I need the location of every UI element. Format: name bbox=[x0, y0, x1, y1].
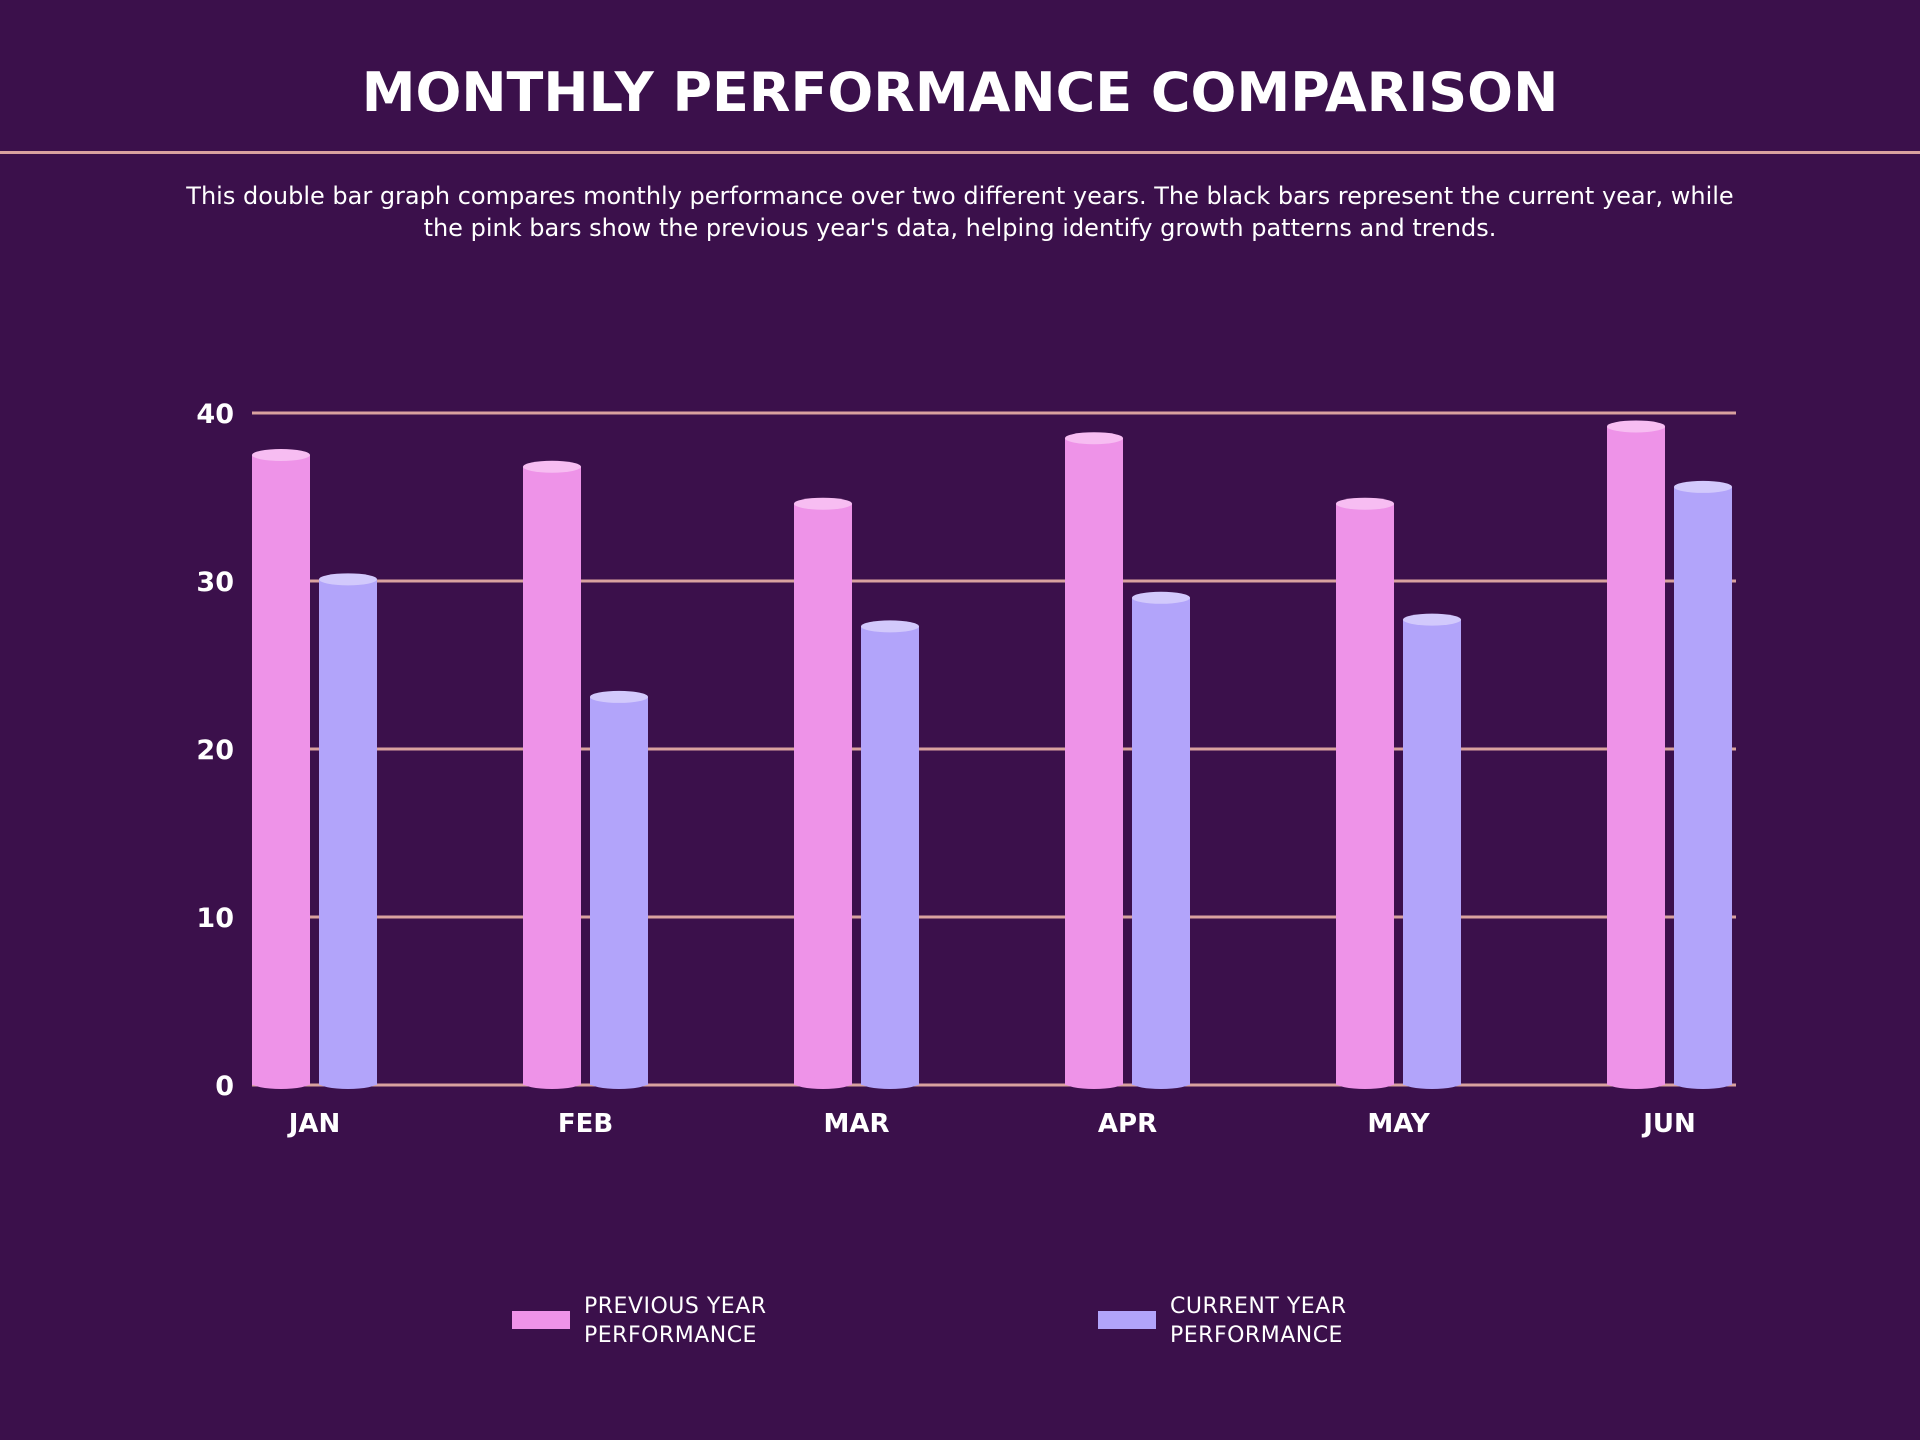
y-tick-label: 40 bbox=[196, 399, 234, 430]
bar-previous-year bbox=[523, 460, 581, 1089]
page-title: MONTHLY PERFORMANCE COMPARISON bbox=[361, 61, 1559, 124]
bar-previous-year bbox=[1065, 432, 1123, 1089]
gridlines bbox=[252, 411, 1736, 1087]
bar-current-year bbox=[1403, 613, 1461, 1089]
bars bbox=[252, 420, 1732, 1089]
bar-previous-year bbox=[1607, 420, 1665, 1089]
legend-label-current-year: CURRENT YEAR PERFORMANCE bbox=[1170, 1294, 1347, 1348]
bar-current-year bbox=[319, 573, 377, 1089]
title-divider bbox=[0, 151, 1920, 154]
y-tick-label: 30 bbox=[196, 567, 234, 598]
x-tick-label: JUN bbox=[1641, 1109, 1696, 1139]
y-axis-ticks: 0 10 20 30 40 bbox=[196, 399, 234, 1102]
x-tick-label: FEB bbox=[558, 1109, 613, 1139]
y-tick-label: 0 bbox=[215, 1071, 234, 1102]
x-tick-label: MAY bbox=[1367, 1109, 1431, 1139]
bar-previous-year bbox=[1336, 497, 1394, 1089]
bar-current-year bbox=[861, 620, 919, 1089]
legend-swatch-previous-year bbox=[512, 1311, 570, 1329]
bar-previous-year bbox=[794, 497, 852, 1089]
bar-current-year bbox=[1132, 591, 1190, 1089]
y-tick-label: 20 bbox=[196, 735, 234, 766]
bar-previous-year bbox=[252, 449, 310, 1089]
bar-current-year bbox=[590, 690, 648, 1089]
y-tick-label: 10 bbox=[196, 903, 234, 934]
page-description: This double bar graph compares monthly p… bbox=[186, 182, 1734, 242]
legend-label-previous-year: PREVIOUS YEAR PERFORMANCE bbox=[584, 1294, 767, 1348]
x-tick-label: APR bbox=[1098, 1109, 1157, 1139]
legend-swatch-current-year bbox=[1098, 1311, 1156, 1329]
x-axis-ticks: JAN FEB MAR APR MAY JUN bbox=[287, 1109, 1696, 1139]
x-tick-label: MAR bbox=[823, 1109, 889, 1139]
bar-current-year bbox=[1674, 480, 1732, 1089]
x-tick-label: JAN bbox=[287, 1109, 341, 1139]
